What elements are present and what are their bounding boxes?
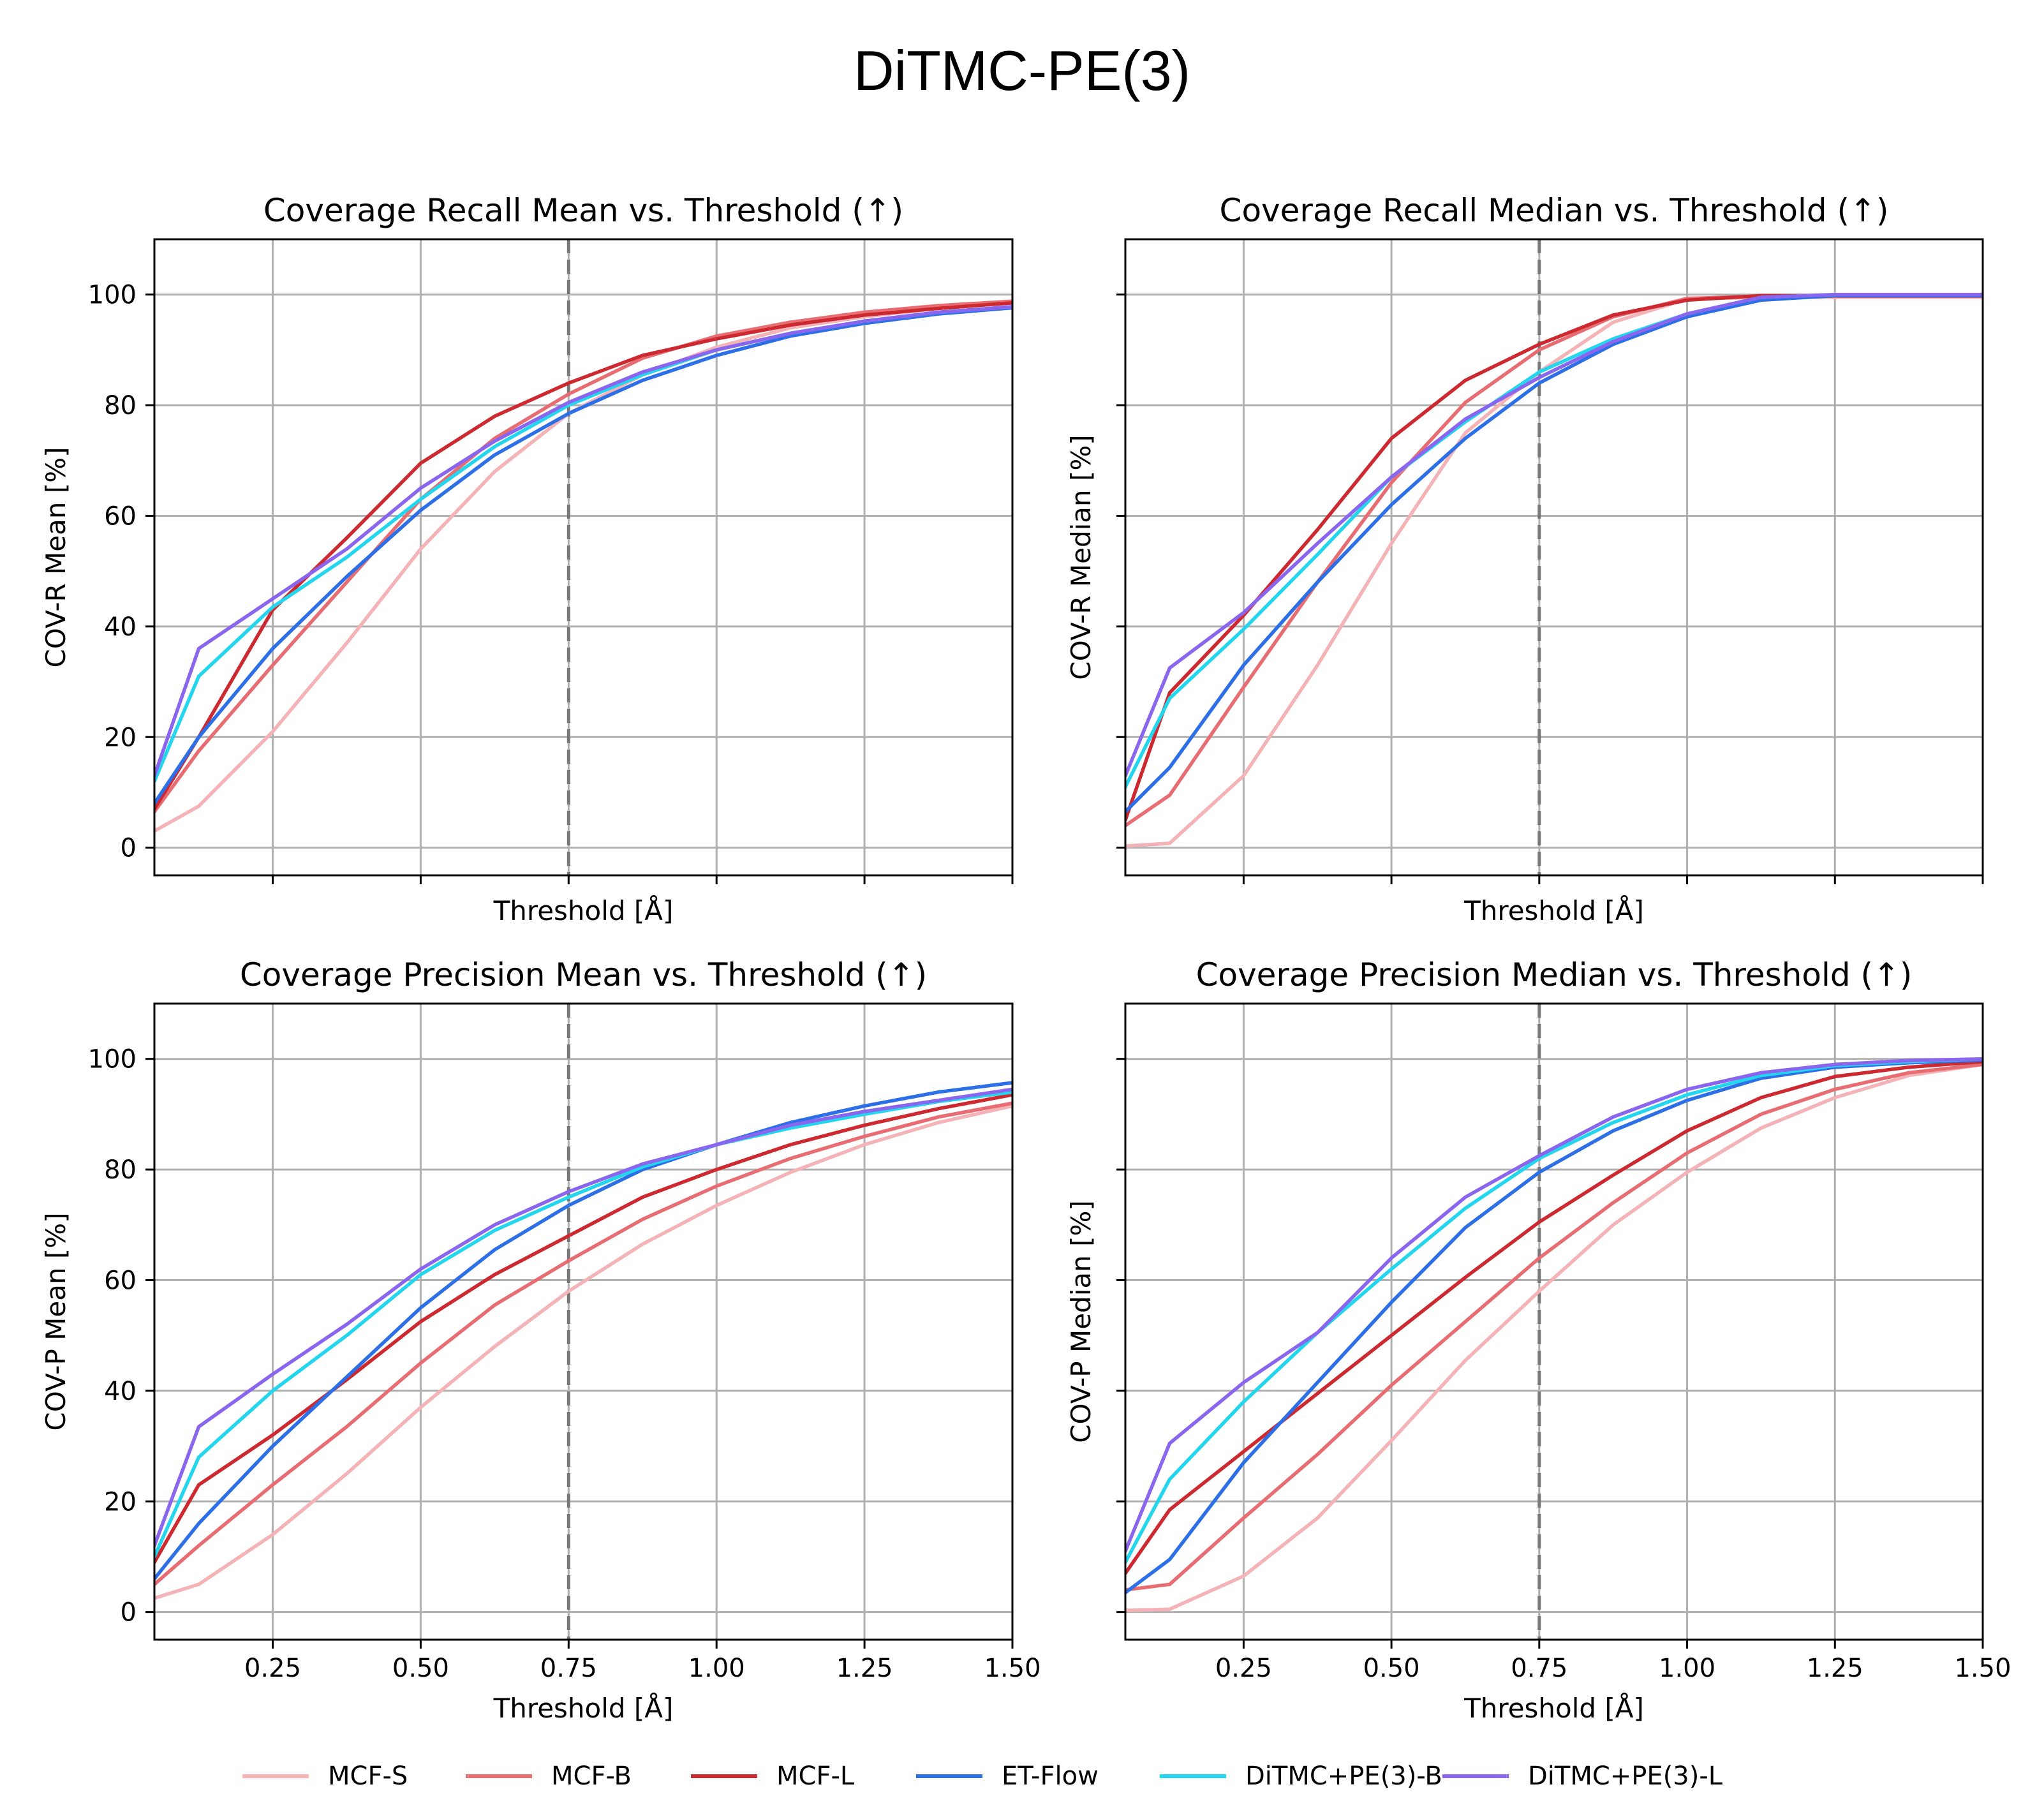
series-lines [154, 299, 1012, 833]
x-axis-label: Threshold [Å] [1463, 894, 1644, 926]
series-line-ditmc-pe-3-l [1125, 292, 1983, 778]
y-tick-label: 40 [104, 1377, 137, 1406]
series-line-mcf-b [1125, 1062, 1983, 1592]
series-line-mcf-b [154, 1101, 1012, 1587]
axes-frame [153, 238, 1014, 877]
legend-swatch [242, 1774, 309, 1778]
legend-label: MCF-B [551, 1762, 632, 1791]
x-axis-label: Threshold [Å] [1463, 1692, 1644, 1724]
x-tick-label: 0.50 [1363, 1654, 1420, 1683]
series-line-mcf-l [154, 1093, 1012, 1564]
legend-item: MCF-B [466, 1756, 632, 1797]
subplot-title: Coverage Recall Mean vs. Threshold (↑) [263, 192, 903, 229]
legend-label: ET-Flow [1002, 1762, 1099, 1791]
legend-item: DiTMC+PE(3)-B [1160, 1756, 1442, 1797]
subplot-title: Coverage Precision Median vs. Threshold … [1196, 956, 1913, 993]
legend-swatch [466, 1774, 532, 1778]
x-tick-label: 0.75 [540, 1654, 597, 1683]
series-line-ditmc-pe-3-b [154, 1090, 1012, 1559]
y-axis-label: COV-P Median [%] [1065, 1200, 1097, 1443]
series-line-mcf-s [154, 1104, 1012, 1600]
x-tick-label: 0.25 [244, 1654, 301, 1683]
x-tick-label: 0.75 [1511, 1654, 1567, 1683]
series-line-mcf-s [154, 300, 1012, 833]
series-line-mcf-l [154, 300, 1012, 811]
series-line-et-flow [1125, 293, 1983, 814]
legend-label: MCF-L [776, 1762, 855, 1791]
legend-swatch [1160, 1774, 1226, 1778]
y-tick-label: 0 [121, 834, 137, 863]
y-tick-label: 60 [104, 1266, 137, 1295]
series-line-mcf-s [1125, 295, 1983, 848]
series-line-mcf-s [1125, 1062, 1983, 1612]
x-tick-label: 0.25 [1215, 1654, 1272, 1683]
subplot-title: Coverage Recall Median vs. Threshold (↑) [1220, 192, 1889, 229]
y-tick-label: 0 [121, 1598, 137, 1628]
x-tick-label: 1.00 [1659, 1654, 1715, 1683]
x-tick-label: 1.25 [1807, 1654, 1863, 1683]
legend-label: DiTMC+PE(3)-B [1245, 1762, 1442, 1791]
series-line-ditmc-pe-3-l [154, 305, 1012, 778]
series-line-et-flow [1125, 1058, 1983, 1595]
y-tick-label: 100 [88, 281, 137, 310]
legend-swatch [691, 1774, 757, 1778]
y-axis-label: COV-R Median [%] [1065, 434, 1097, 679]
y-tick-label: 20 [104, 723, 137, 752]
series-lines [154, 1081, 1012, 1600]
x-tick-label: 1.50 [984, 1654, 1041, 1683]
y-tick-label: 80 [104, 391, 137, 420]
legend-label: MCF-S [328, 1762, 408, 1791]
series-line-ditmc-pe-3-b [1125, 1057, 1983, 1564]
axes-frame [1124, 1002, 1984, 1641]
legend: MCF-S MCF-B MCF-L ET-Flow DiTMC+PE(3)-B DiTMC… [0, 1756, 2044, 1800]
legend-swatch [916, 1774, 982, 1778]
x-tick-label: 1.50 [1954, 1654, 2011, 1683]
series-line-et-flow [154, 1081, 1012, 1581]
y-tick-label: 100 [88, 1045, 137, 1074]
x-tick-label: 0.50 [392, 1654, 449, 1683]
y-tick-label: 80 [104, 1155, 137, 1185]
y-tick-label: 60 [104, 501, 137, 531]
legend-item: MCF-S [242, 1756, 408, 1797]
y-axis-label: COV-P Mean [%] [40, 1212, 71, 1430]
x-axis-label: Threshold [Å] [493, 1692, 674, 1724]
legend-swatch [1442, 1774, 1509, 1778]
x-tick-label: 1.00 [688, 1654, 745, 1683]
legend-label: DiTMC+PE(3)-L [1528, 1762, 1723, 1791]
series-line-ditmc-pe-3-l [1125, 1057, 1983, 1554]
x-tick-label: 1.25 [836, 1654, 893, 1683]
legend-item: DiTMC+PE(3)-L [1442, 1756, 1722, 1797]
y-tick-label: 40 [104, 612, 137, 642]
subplot-title: Coverage Precision Mean vs. Threshold (↑… [240, 956, 927, 993]
legend-item: ET-Flow [916, 1756, 1099, 1797]
legend-item: MCF-L [691, 1756, 854, 1797]
axes-frame [153, 1002, 1014, 1641]
x-axis-label: Threshold [Å] [493, 894, 674, 926]
series-line-mcf-l [1125, 1060, 1983, 1575]
series-line-et-flow [154, 306, 1012, 806]
series-lines [1125, 1057, 1983, 1612]
figure-title: DiTMC-PE(3) [854, 39, 1190, 102]
y-axis-label: COV-R Mean [%] [40, 447, 71, 667]
series-line-ditmc-pe-3-l [154, 1087, 1012, 1548]
subplot-4: 0.25 0.50 0.75 1.00 1.25 1.50 Coverage Precisi… [1065, 956, 2011, 1724]
y-tick-label: 20 [104, 1487, 137, 1517]
axes-frame [1124, 238, 1984, 877]
subplot-1: 0 20 40 60 80 100 Coverage Recall Mean vs. Thr… [40, 192, 1014, 926]
subplot-3: 0.25 0.50 0.75 1.00 1.25 1.50 0 20 40 60 80 100 Cove… [40, 956, 1041, 1724]
subplot-2: Coverage Recall Median vs. Threshold (↑)… [1065, 192, 1984, 926]
series-lines [1125, 292, 1983, 848]
series-line-mcf-b [154, 299, 1012, 814]
